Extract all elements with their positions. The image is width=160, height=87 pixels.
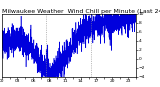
Text: Milwaukee Weather  Wind Chill per Minute (Last 24 Hours): Milwaukee Weather Wind Chill per Minute …: [2, 9, 160, 14]
